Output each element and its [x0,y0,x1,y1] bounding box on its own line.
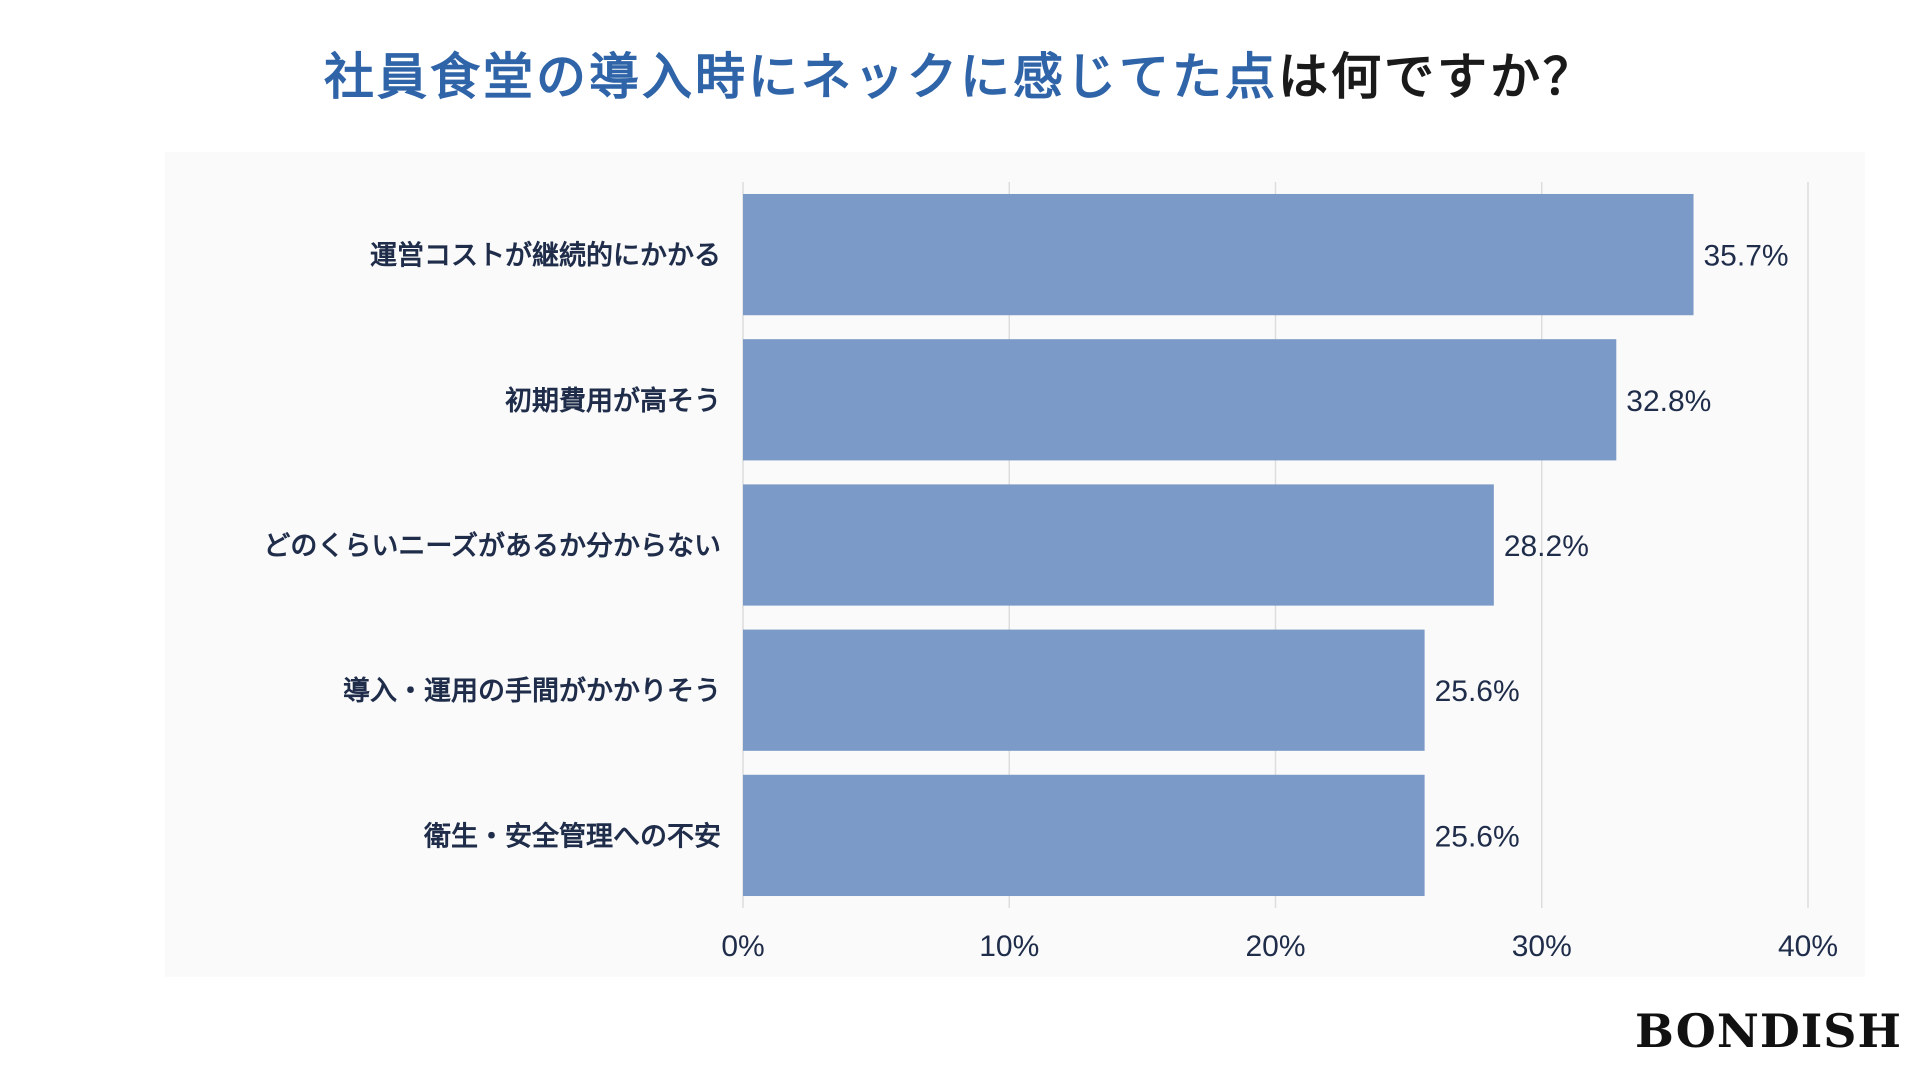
chart-title-rest: は何ですか？ [1278,48,1596,106]
label-layer: 0% 10% 20% 30% 40% 運営コストが継続的にかかる 35.7% 初期費用が高そう… [263,240,1838,963]
x-tick-label: 30% [1512,930,1572,963]
x-tick-label: 20% [1245,930,1305,963]
chart-title: 社員食堂の導入時にネックに感じてた点は何ですか？ [0,42,1920,112]
bar [743,484,1494,606]
value-label: 25.6% [1435,820,1520,853]
value-label: 28.2% [1504,530,1589,563]
x-tick-label: 40% [1778,930,1838,963]
value-label: 25.6% [1435,675,1520,708]
brand-logo: BONDISH [1635,1004,1902,1058]
bar [743,774,1425,897]
bar-layer [743,193,1694,897]
category-label: 導入・運用の手間がかかりそう [343,675,721,707]
bar [743,193,1694,316]
value-label: 35.7% [1704,240,1789,273]
category-label: 衛生・安全管理への不安 [423,820,721,852]
value-label: 32.8% [1626,385,1711,418]
bar [743,629,1425,751]
category-label: 運営コストが継続的にかかる [370,240,721,272]
x-tick-label: 10% [979,930,1039,963]
x-tick-label: 0% [721,930,764,963]
chart-title-highlight: 社員食堂の導入時にネックに感じてた点 [324,48,1278,106]
category-label: 初期費用が高そう [505,385,721,417]
category-label: どのくらいニーズがあるか分からない [263,530,721,562]
bar [743,339,1617,461]
